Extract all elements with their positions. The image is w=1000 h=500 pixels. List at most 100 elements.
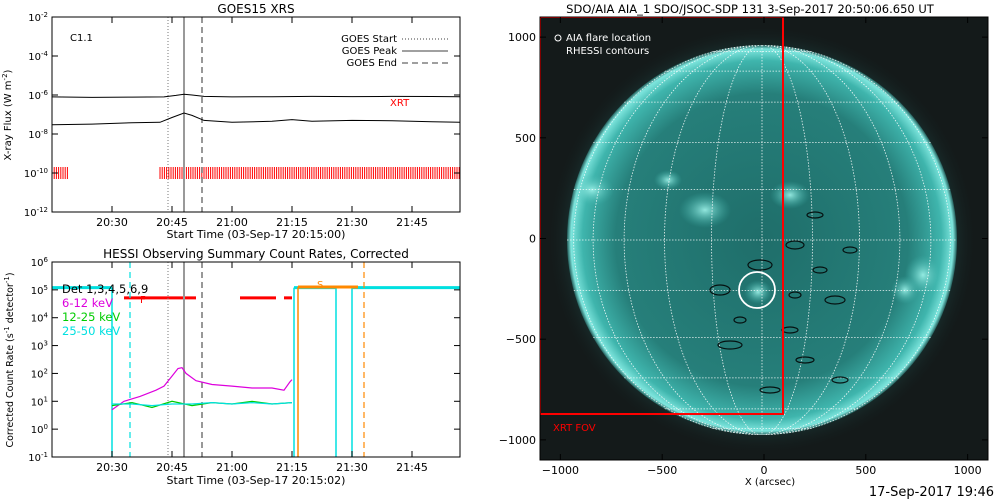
active-region xyxy=(654,170,682,190)
hessi-y-tick-label: 10-1 xyxy=(28,451,48,464)
xrt-fov-label: XRT FOV xyxy=(553,423,596,434)
goes-legend: GOES Start GOES Peak GOES End xyxy=(341,34,448,69)
goes-title: GOES15 XRS xyxy=(217,2,294,16)
longitude-line xyxy=(664,45,763,435)
goes-x-axis: 20:30 20:45 21:00 21:15 21:30 21:45 xyxy=(96,17,428,229)
goes-x-tick-label: 21:00 xyxy=(216,216,248,229)
contour xyxy=(842,246,858,254)
legend-goes-peak: GOES Peak xyxy=(342,46,397,57)
contour xyxy=(709,284,731,296)
hessi-flag-s: S xyxy=(317,280,323,291)
legend-25-50-kev: 25-50 keV xyxy=(62,324,120,338)
hessi-x-tick-label: 21:00 xyxy=(216,461,248,474)
contour xyxy=(747,259,773,271)
goes-xrt-label: XRT xyxy=(390,98,410,109)
hessi-x-tick-label: 21:30 xyxy=(336,461,368,474)
hessi-y-tick-label: 101 xyxy=(31,395,48,408)
hessi-y-tick-label: 103 xyxy=(31,340,48,353)
goes-y-axis: 10-2 10-4 10-6 10-8 10-10 10-12 xyxy=(24,11,460,219)
hessi-y-axis: 106 105 104 103 102 101 100 10-1 xyxy=(28,256,460,464)
flare-region xyxy=(744,280,772,304)
hessi-series-2 xyxy=(112,401,293,407)
active-region xyxy=(679,192,731,228)
goes-class-label: C1.1 xyxy=(70,33,93,44)
legend-rhessi-contours: RHESSI contours xyxy=(566,46,649,57)
contour xyxy=(806,211,824,219)
aia-title: SDO/AIA AIA_1 SDO/JSOC-SDP 131 3-Sep-201… xyxy=(566,2,935,16)
rhessi-contours xyxy=(709,211,858,394)
legend-goes-start: GOES Start xyxy=(341,34,397,45)
active-regions xyxy=(570,170,941,304)
legend-goes-end: GOES End xyxy=(347,58,397,69)
hessi-series-0 xyxy=(111,367,293,411)
goes-x-tick-label: 20:45 xyxy=(156,216,188,229)
hessi-frame xyxy=(51,261,461,458)
xrt-fov-box xyxy=(540,17,784,415)
longitude-line xyxy=(761,45,901,435)
goes-xrs-panel: GOES15 XRS 10-2 10-4 10-6 10-8 10-10 10-12 20… xyxy=(1,2,461,241)
goes-y-tick-label: 10-2 xyxy=(28,11,48,24)
contour xyxy=(733,316,747,324)
legend-detectors: Det 1,3,4,5,6,9 xyxy=(62,282,148,296)
longitude-line xyxy=(573,45,763,435)
hessi-legend: Det 1,3,4,5,6,9 6-12 keV 12-25 keV 25-50… xyxy=(62,282,148,338)
goes-y-tick-label: 10-12 xyxy=(24,206,48,219)
active-region xyxy=(570,174,614,206)
contour xyxy=(831,376,849,384)
contour xyxy=(717,340,743,350)
hessi-x-label: Start Time (03-Sep-17 20:15:02) xyxy=(167,474,346,487)
longitude-line xyxy=(592,45,763,435)
active-region xyxy=(770,181,810,209)
aia-y-tick-label: −1000 xyxy=(499,434,536,447)
contour xyxy=(795,356,815,364)
legend-aia-flare-location: AIA flare location xyxy=(566,33,651,44)
aia-x-tick-label: 1000 xyxy=(954,464,982,477)
goes-x-tick-label: 21:30 xyxy=(336,216,368,229)
legend-flare-marker-icon xyxy=(554,34,562,42)
longitude-line xyxy=(711,45,763,435)
aia-y-tick-label: 1000 xyxy=(508,31,536,44)
hessi-y-label: Corrected Count Rate (s-1 detector-1) xyxy=(3,272,16,447)
xrt-coverage-flags xyxy=(159,167,460,179)
aia-x-axis: −1000 −500 0 500 1000 xyxy=(542,17,982,477)
longitude-line xyxy=(761,45,932,435)
goes-series-long xyxy=(52,93,460,98)
timestamp: 17-Sep-2017 19:46 xyxy=(869,485,994,500)
aia-flare-location-marker xyxy=(738,271,776,309)
aia-x-label: X (arcsec) xyxy=(745,477,795,488)
hessi-x-tick-label: 20:30 xyxy=(96,461,128,474)
hessi-x-tick-label: 20:45 xyxy=(156,461,188,474)
aia-y-tick-label: −500 xyxy=(506,333,536,346)
longitude-line xyxy=(761,45,951,435)
goes-x-tick-label: 21:45 xyxy=(396,216,428,229)
aia-x-tick-label: 0 xyxy=(761,464,768,477)
goes-y-label: X-ray Flux (W m-2) xyxy=(1,69,14,160)
aia-x-tick-label: −1000 xyxy=(542,464,579,477)
hessi-panel: HESSI Observing Summary Count Rates, Cor… xyxy=(3,247,461,487)
goes-x-label: Start Time (03-Sep-17 20:15:00) xyxy=(167,228,346,241)
contour xyxy=(812,266,828,274)
hessi-y-tick-label: 102 xyxy=(31,367,48,380)
xrt-coverage-flags xyxy=(52,167,68,179)
goes-series-short xyxy=(52,112,460,126)
active-region xyxy=(891,276,919,304)
aia-x-tick-label: 500 xyxy=(855,464,876,477)
hessi-y-tick-label: 106 xyxy=(31,256,49,269)
longitude-line xyxy=(761,45,813,435)
goes-plot-area xyxy=(52,17,460,212)
contour xyxy=(785,240,805,250)
aia-y-axis: 1000 500 0 −500 −1000 xyxy=(499,31,988,447)
hessi-y-tick-label: 104 xyxy=(31,312,49,325)
hessi-flag-f: F xyxy=(140,295,146,306)
legend-6-12-kev: 6-12 keV xyxy=(62,296,113,310)
hessi-x-axis: 20:30 20:45 21:00 21:15 21:30 21:45 xyxy=(96,262,428,474)
hessi-plot-area xyxy=(52,262,460,457)
hessi-title: HESSI Observing Summary Count Rates, Cor… xyxy=(103,247,409,261)
goes-x-tick-label: 20:30 xyxy=(96,216,128,229)
aia-y-tick-label: 0 xyxy=(529,233,536,246)
longitude-line xyxy=(761,45,860,435)
aia-image-panel: SDO/AIA AIA_1 SDO/JSOC-SDP 131 3-Sep-201… xyxy=(499,2,989,488)
hessi-x-tick-label: 21:15 xyxy=(276,461,308,474)
legend-12-25-kev: 12-25 keV xyxy=(62,310,120,324)
